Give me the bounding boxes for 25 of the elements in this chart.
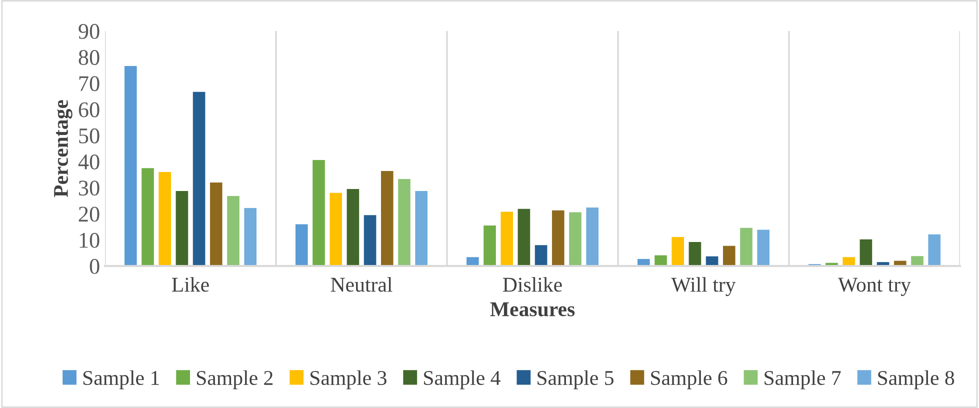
x-tick-label: Wont try xyxy=(838,278,911,296)
x-tick-label: Dislike xyxy=(503,277,562,292)
y-tick-label: 0 xyxy=(90,258,100,274)
x-axis-title: Measures xyxy=(490,302,575,316)
legend-label: Sample 8 xyxy=(878,370,954,390)
x-tick-label: Neutral xyxy=(330,277,392,292)
y-axis-title: Percentage xyxy=(54,100,72,198)
y-tick-label: 20 xyxy=(78,206,100,222)
legend-label: Sample 1 xyxy=(83,370,159,390)
legend-label: Sample 3 xyxy=(310,370,386,390)
y-tick-label: 50 xyxy=(79,128,100,144)
y-tick-label: 10 xyxy=(80,232,100,248)
y-tick-label: 40 xyxy=(78,154,100,170)
y-tick-label: 30 xyxy=(78,180,100,196)
y-tick-label: 80 xyxy=(78,50,100,66)
x-tick-label: Like xyxy=(172,277,209,292)
x-tick-label: Will try xyxy=(671,277,736,296)
legend-label: Sample 4 xyxy=(424,370,500,390)
legend-label: Sample 2 xyxy=(196,370,273,390)
legend-label: Sample 5 xyxy=(538,370,614,390)
y-tick-label: 90 xyxy=(78,24,100,39)
legend-label: Sample 6 xyxy=(651,370,728,390)
y-tick-label: 60 xyxy=(78,102,100,118)
y-tick-label: 70 xyxy=(79,76,100,92)
legend-label: Sample 7 xyxy=(764,370,841,390)
